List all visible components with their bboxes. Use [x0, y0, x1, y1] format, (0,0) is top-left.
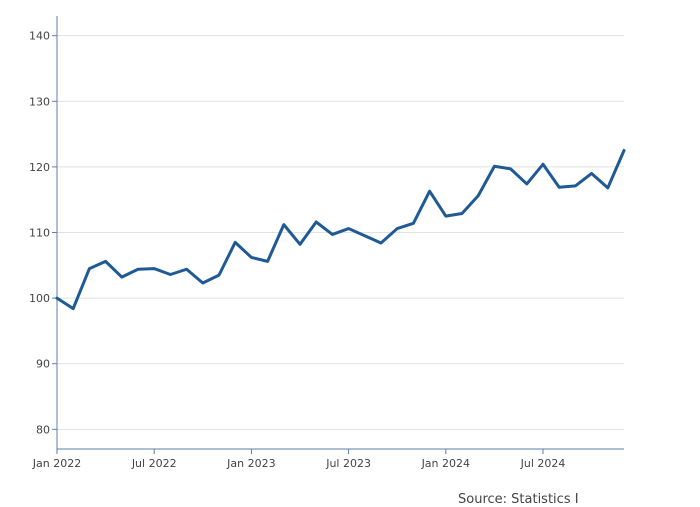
data-point: [380, 241, 383, 244]
data-point: [574, 184, 577, 187]
data-point: [266, 260, 269, 263]
data-point: [542, 163, 545, 166]
data-point: [104, 260, 107, 263]
y-tick-label: 80: [36, 423, 50, 436]
x-tick-label: Jan 2023: [226, 457, 275, 470]
data-point: [153, 267, 156, 270]
x-tick-label: Jul 2024: [520, 457, 566, 470]
y-tick-label: 110: [29, 227, 50, 240]
data-point: [623, 149, 626, 152]
data-point: [331, 233, 334, 236]
x-tick-label: Jul 2023: [325, 457, 371, 470]
y-tick-label: 130: [29, 95, 50, 108]
x-tick-label: Jan 2022: [32, 457, 81, 470]
y-tick-label: 100: [29, 292, 50, 305]
axes: [52, 16, 624, 454]
gridlines: [57, 35, 624, 430]
data-point: [218, 274, 221, 277]
data-point: [56, 297, 59, 300]
data-point: [606, 186, 609, 189]
data-point: [234, 241, 237, 244]
data-point: [250, 256, 253, 259]
data-point: [477, 194, 480, 197]
series-line: [55, 148, 626, 311]
data-point: [201, 282, 204, 285]
data-point: [299, 243, 302, 246]
data-point: [590, 172, 593, 175]
x-tick-label: Jan 2024: [421, 457, 470, 470]
data-point: [525, 182, 528, 185]
data-point: [509, 167, 512, 170]
x-tick-label: Jul 2022: [131, 457, 177, 470]
data-point: [88, 267, 91, 270]
data-point: [347, 227, 350, 230]
series-layer: [55, 148, 626, 311]
y-tick-label: 90: [36, 358, 50, 371]
data-point: [137, 268, 140, 271]
tick-labels: 80 90 100 110 120 130 140 Jan 2022 Jul 2022 Jan 2…: [29, 30, 565, 470]
data-point: [461, 212, 464, 215]
data-point: [493, 165, 496, 168]
y-tick-label: 140: [29, 30, 50, 43]
data-point: [412, 222, 415, 225]
data-point: [120, 276, 123, 279]
data-point: [444, 215, 447, 218]
data-point: [396, 227, 399, 230]
data-point: [315, 221, 318, 224]
data-point: [185, 268, 188, 271]
data-point: [169, 273, 172, 276]
y-tick-label: 120: [29, 161, 50, 174]
data-point: [282, 223, 285, 226]
data-point: [558, 186, 561, 189]
data-point: [428, 190, 431, 193]
data-point: [72, 307, 75, 310]
data-point: [363, 234, 366, 237]
